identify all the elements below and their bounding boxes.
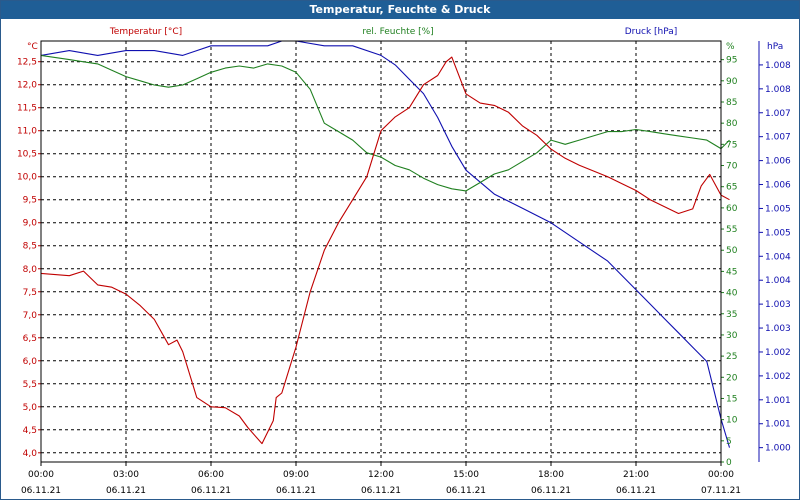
pressure-tick-label: 1.005 <box>765 204 791 214</box>
humidity-tick-label: 15 <box>726 394 737 404</box>
temp-tick-label: 9,5 <box>23 196 37 206</box>
humidity-tick-label: 60 <box>726 204 738 214</box>
pressure-tick-label: 1.006 <box>765 157 791 167</box>
humidity-tick-label: 55 <box>726 225 737 235</box>
pressure-tick-label: 1.003 <box>765 300 791 310</box>
humidity-tick-label: 90 <box>726 77 738 87</box>
humidity-tick-label: 10 <box>726 416 738 426</box>
grid-lines <box>41 41 721 462</box>
temp-tick-label: 12,5 <box>17 58 37 68</box>
pressure-tick-label: 1.000 <box>765 444 791 454</box>
humidity-tick-label: 75 <box>726 140 737 150</box>
x-tick-date: 07.11.21 <box>701 486 741 496</box>
x-tick-date: 06.11.21 <box>446 486 486 496</box>
x-tick-date: 06.11.21 <box>531 486 571 496</box>
x-tick-date: 06.11.21 <box>191 486 231 496</box>
x-tick-time: 06:00 <box>198 470 224 480</box>
chart-title: Temperatur, Feuchte & Druck <box>1 1 799 19</box>
pressure-tick-label: 1.003 <box>765 324 791 334</box>
series-line-pressure <box>40 40 731 448</box>
series-layer <box>40 40 731 448</box>
x-tick-time: 21:00 <box>623 470 649 480</box>
humidity-tick-label: 25 <box>726 352 737 362</box>
temp-tick-label: 11,0 <box>17 127 37 137</box>
x-tick-time: 00:00 <box>28 470 54 480</box>
pressure-tick-label: 1.008 <box>765 61 791 71</box>
humidity-tick-label: 30 <box>726 331 738 341</box>
temp-tick-label: 10,0 <box>17 173 37 183</box>
pressure-tick-label: 1.006 <box>765 181 791 191</box>
pressure-tick-label: 1.007 <box>765 109 791 119</box>
x-tick-date: 06.11.21 <box>361 486 401 496</box>
pressure-tick-label: 1.004 <box>765 252 791 262</box>
x-tick-date: 06.11.21 <box>21 486 61 496</box>
temp-tick-label: 6,0 <box>23 357 38 367</box>
temp-tick-label: 12,0 <box>17 81 37 91</box>
temp-tick-label: 5,5 <box>23 380 37 390</box>
x-tick-time: 03:00 <box>113 470 139 480</box>
series-line-humidity <box>40 54 730 192</box>
pressure-unit-label: hPa <box>767 42 783 52</box>
x-tick-date: 06.11.21 <box>106 486 146 496</box>
x-tick-time: 15:00 <box>453 470 479 480</box>
pressure-tick-label: 1.001 <box>765 396 791 406</box>
chart-svg: 00:00 06.11.21 03:00 06.11.21 06:00 06.11.21 0… <box>17 27 791 496</box>
pressure-axis-title: Druck [hPa] <box>625 27 678 37</box>
x-tick-time: 12:00 <box>368 470 394 480</box>
pressure-tick-label: 1.002 <box>765 348 791 358</box>
humidity-tick-label: 0 <box>726 458 732 468</box>
temp-unit-label: °C <box>27 42 38 52</box>
temp-tick-label: 8,5 <box>23 242 37 252</box>
humidity-tick-label: 95 <box>726 56 737 66</box>
temp-tick-label: 10,5 <box>17 150 37 160</box>
x-tick-time: 18:00 <box>538 470 564 480</box>
humidity-tick-label: 65 <box>726 183 737 193</box>
temp-tick-label: 6,5 <box>23 334 37 344</box>
x-tick-date: 06.11.21 <box>616 486 656 496</box>
temp-tick-label: 7,0 <box>23 311 38 321</box>
pressure-tick-label: 1.008 <box>765 85 791 95</box>
humidity-tick-label: 80 <box>726 119 738 129</box>
x-tick-date: 06.11.21 <box>276 486 316 496</box>
temp-tick-label: 4,0 <box>23 449 38 459</box>
humidity-tick-label: 35 <box>726 310 737 320</box>
humidity-tick-label: 5 <box>726 437 732 447</box>
humidity-tick-label: 20 <box>726 373 738 383</box>
temp-axis-title: Temperatur [°C] <box>109 27 182 37</box>
pressure-tick-label: 1.007 <box>765 133 791 143</box>
humidity-tick-label: 85 <box>726 98 737 108</box>
humidity-tick-label: 70 <box>726 162 738 172</box>
temp-tick-label: 8,0 <box>23 265 38 275</box>
pressure-tick-label: 1.001 <box>765 420 791 430</box>
x-tick-time: 00:00 <box>708 470 734 480</box>
humidity-tick-label: 45 <box>726 267 737 277</box>
humidity-axis-title: rel. Feuchte [%] <box>362 27 433 37</box>
humidity-tick-label: 50 <box>726 246 738 256</box>
pressure-tick-label: 1.002 <box>765 372 791 382</box>
temp-tick-label: 7,5 <box>23 288 37 298</box>
humidity-unit-label: % <box>726 42 735 52</box>
pressure-tick-label: 1.004 <box>765 276 791 286</box>
x-tick-time: 09:00 <box>283 470 309 480</box>
temp-tick-label: 11,5 <box>17 104 37 114</box>
temp-tick-label: 4,5 <box>23 426 37 436</box>
pressure-tick-label: 1.005 <box>765 228 791 238</box>
series-line-temperature <box>40 56 730 445</box>
axis-layer: 00:00 06.11.21 03:00 06.11.21 06:00 06.11.21 0… <box>17 27 791 496</box>
temp-tick-label: 5,0 <box>23 403 38 413</box>
temp-tick-label: 9,0 <box>23 219 38 229</box>
humidity-tick-label: 40 <box>726 289 738 299</box>
plot-border <box>40 40 722 463</box>
